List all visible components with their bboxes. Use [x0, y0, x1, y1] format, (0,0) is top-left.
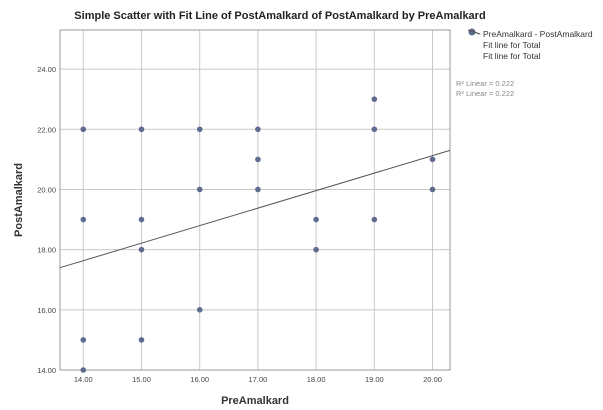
y-axis-title: PostAmalkard [13, 163, 25, 237]
data-point [196, 186, 203, 193]
x-tick-label: 19.00 [365, 375, 384, 384]
y-tick-label: 16.00 [37, 306, 56, 315]
data-point [371, 126, 378, 133]
legend-label-fit-2: Fit line for Total [483, 50, 541, 61]
data-point [80, 337, 87, 343]
data-point [138, 246, 145, 253]
fit-line [59, 149, 451, 269]
legend-item-fit-1: Fit line for Total [468, 29, 593, 50]
data-point [138, 126, 145, 133]
legend-item-fit-2: Fit line for Total [468, 29, 593, 61]
legend: PreAmalkard - PostAmalkard Fit line for … [468, 28, 593, 61]
legend-label-points: PreAmalkard - PostAmalkard [483, 28, 593, 39]
plot-frame [59, 29, 451, 371]
legend-item-points: PreAmalkard - PostAmalkard [468, 28, 593, 39]
data-point [371, 96, 378, 103]
data-point [138, 337, 145, 343]
x-tick-label: 16.00 [190, 375, 209, 384]
data-point [255, 156, 261, 163]
r-squared-label: R² Linear = 0.222 [456, 89, 515, 98]
data-point [429, 186, 436, 193]
data-point [80, 367, 87, 373]
data-point [138, 216, 145, 223]
data-point [313, 246, 319, 253]
x-tick-label: 14.00 [74, 375, 93, 384]
y-tick-label: 18.00 [37, 246, 56, 255]
data-point [255, 186, 261, 193]
r-squared-annotations: R² Linear = 0.222 R² Linear = 0.222 [456, 79, 514, 99]
data-point [196, 307, 203, 313]
x-tick-label: 15.00 [132, 375, 151, 384]
x-tick-label: 18.00 [307, 375, 326, 384]
y-tick-label: 24.00 [37, 65, 56, 74]
data-point [196, 126, 203, 133]
data-point [313, 216, 319, 223]
data-point [429, 156, 436, 163]
x-tick-label: 17.00 [249, 375, 268, 384]
data-point [80, 126, 87, 133]
y-tick-label: 22.00 [37, 125, 56, 134]
data-point [80, 216, 87, 223]
y-tick-label: 14.00 [37, 366, 56, 375]
r-squared-label: R² Linear = 0.222 [456, 79, 515, 88]
data-point [255, 126, 261, 133]
data-point [371, 216, 378, 223]
x-axis-title: PreAmalkard [221, 395, 289, 407]
chart-title: Simple Scatter with Fit Line of PostAmal… [74, 10, 486, 22]
x-tick-label: 20.00 [423, 375, 442, 384]
legend-label-fit-1: Fit line for Total [483, 39, 541, 50]
y-tick-label: 20.00 [37, 185, 56, 194]
